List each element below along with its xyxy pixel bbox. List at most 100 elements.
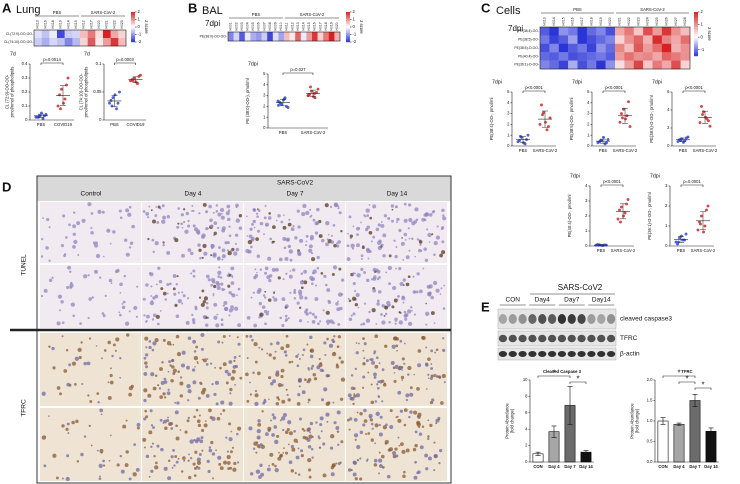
cell-nucleus [377, 395, 380, 398]
cell-nucleus [377, 386, 380, 390]
cell-nucleus [265, 312, 269, 316]
blot-band [528, 314, 537, 324]
colorbar-step [131, 21, 135, 23]
blot-band [518, 351, 527, 357]
cell-nucleus [278, 451, 280, 454]
column-label: H017 [580, 17, 584, 25]
cell-nucleus [381, 379, 385, 383]
cell-nucleus [205, 323, 209, 327]
data-point [618, 120, 622, 124]
cell-nucleus [330, 472, 335, 477]
data-point [620, 112, 623, 116]
cell-nucleus [51, 276, 54, 279]
cell-nucleus [40, 294, 44, 298]
cell-nucleus [236, 432, 239, 436]
heatmap-cell [549, 27, 559, 36]
y-tick-label: 2 [525, 443, 528, 448]
y-tick-label: 0.0 [647, 459, 653, 464]
cell-nucleus [365, 318, 371, 323]
cell-nucleus [336, 430, 340, 433]
cell-nucleus [336, 410, 341, 415]
data-point [705, 208, 708, 212]
cell-nucleus [408, 237, 411, 240]
row-label: PE(38:5)-OO- [518, 37, 539, 41]
blot-header: SARS-CoV2 [558, 283, 603, 292]
blot-band [538, 334, 547, 343]
cell-nucleus [369, 418, 373, 422]
sd-bar [38, 113, 44, 118]
row-label: PE(40:4)-OO- [518, 54, 539, 58]
cell-nucleus [154, 214, 158, 217]
cell-nucleus [111, 354, 114, 358]
cell-nucleus [287, 398, 291, 402]
column-label: Control [81, 191, 103, 198]
cell-nucleus [119, 216, 123, 220]
cell-nucleus [224, 369, 229, 374]
p-value: p<0.0001 [603, 179, 621, 184]
cell-nucleus [332, 401, 335, 404]
column-label: H013 [36, 20, 40, 28]
colorbar-step [131, 34, 135, 37]
micrograph [244, 265, 345, 328]
cell-nucleus [42, 217, 44, 220]
cell-nucleus [251, 338, 254, 342]
y-tick-label: 4 [585, 183, 588, 188]
cell-nucleus [99, 408, 104, 413]
cell-nucleus [373, 372, 377, 377]
cell-nucleus [403, 362, 406, 365]
cell-nucleus [228, 437, 233, 442]
cell-nucleus [413, 475, 418, 480]
cell-nucleus [393, 379, 397, 383]
colorbar-step [131, 19, 135, 22]
x-tick-label: COVID19 [127, 122, 146, 127]
cell-nucleus [94, 243, 99, 248]
cell-nucleus [318, 362, 323, 368]
cell-nucleus [157, 266, 161, 270]
cell-nucleus [43, 464, 47, 468]
cell-nucleus [380, 454, 385, 459]
cell-nucleus [421, 217, 426, 222]
cell-nucleus [223, 460, 228, 465]
cell-nucleus [285, 343, 290, 348]
cell-nucleus [226, 204, 231, 209]
cell-nucleus [302, 348, 306, 352]
cell-nucleus [230, 305, 234, 310]
cell-nucleus [378, 239, 382, 243]
colorbar-label: -1 [138, 32, 142, 37]
cell-nucleus [333, 335, 336, 338]
cell-nucleus [376, 299, 380, 303]
cell-nucleus [372, 277, 377, 281]
cell-nucleus [201, 256, 204, 259]
cell-nucleus [239, 376, 243, 380]
heatmap-cell [558, 60, 569, 70]
cell-nucleus [414, 443, 418, 448]
cell-nucleus [119, 454, 123, 458]
data-point [60, 87, 63, 91]
error-bar [551, 425, 557, 438]
cell-nucleus [120, 469, 125, 474]
cell-nucleus [395, 206, 397, 209]
cell-nucleus [418, 248, 422, 253]
cell-nucleus [136, 285, 139, 288]
cell-nucleus [254, 389, 258, 393]
heatmap-cell [34, 30, 42, 39]
cell-nucleus [301, 390, 306, 395]
y-tick-label: 1.0 [647, 418, 653, 423]
cell-nucleus [60, 244, 64, 248]
cell-nucleus [203, 251, 208, 256]
cell-nucleus [399, 409, 404, 413]
data-point [616, 217, 620, 221]
heatmap-cell [558, 35, 569, 44]
cell-nucleus [287, 317, 290, 320]
data-point [547, 125, 550, 129]
cell-nucleus [210, 244, 214, 248]
cell-nucleus [191, 204, 194, 207]
data-point [544, 120, 547, 124]
cell-nucleus [317, 322, 320, 326]
blot-band [597, 314, 606, 324]
error-bar [535, 451, 541, 456]
column-label: H028 [683, 17, 687, 25]
p-bracket [682, 90, 706, 93]
blot-band [508, 334, 517, 343]
cell-nucleus [155, 283, 158, 286]
